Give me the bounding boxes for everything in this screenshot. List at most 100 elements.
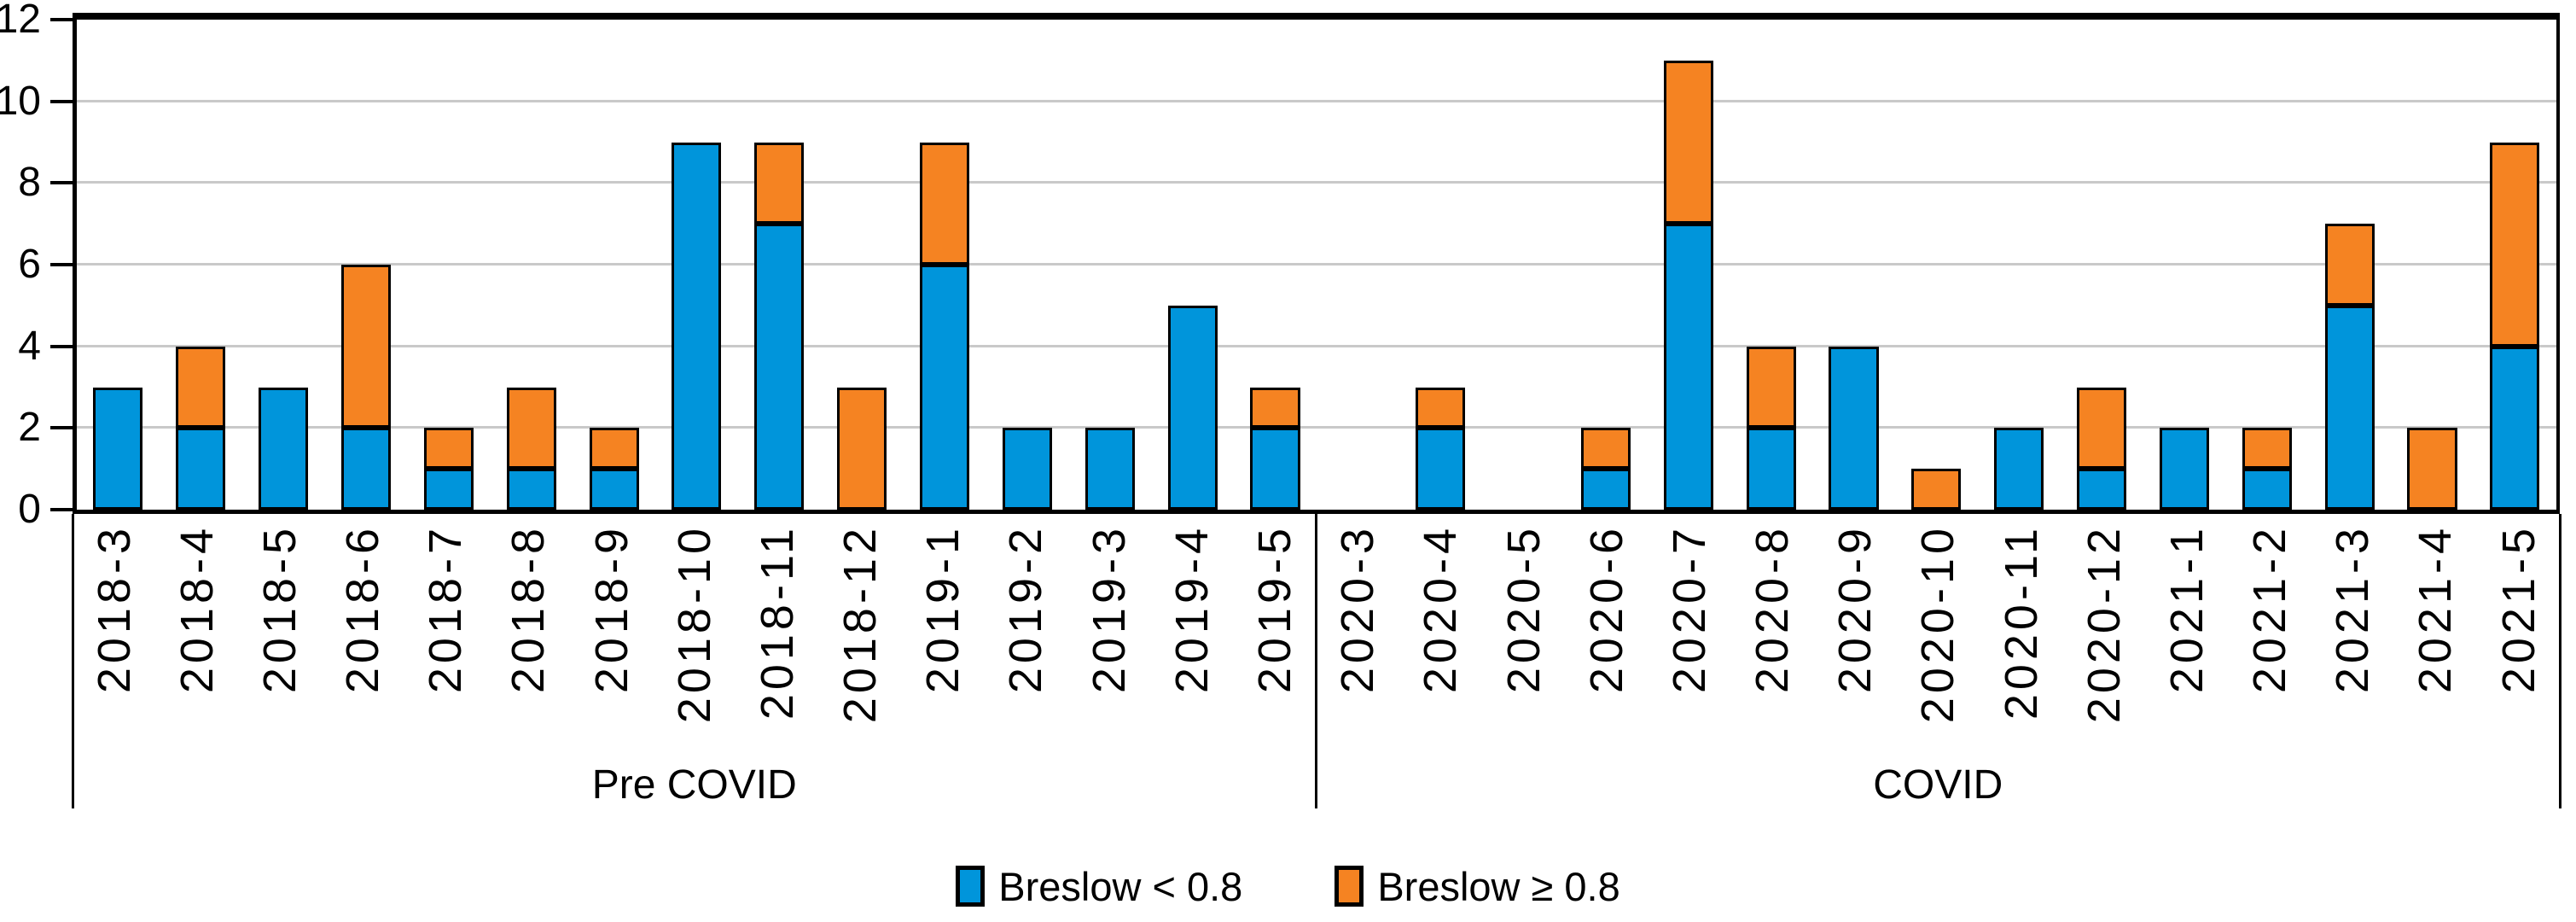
x-label-cell-2018-10: 2018-10 bbox=[653, 524, 736, 780]
bar-segment-2020-7 bbox=[1663, 60, 1713, 225]
y-tick-12 bbox=[50, 18, 73, 21]
x-label-cell-2018-12: 2018-12 bbox=[819, 524, 902, 780]
bar-segment-2019-3 bbox=[1084, 428, 1135, 510]
bar-segment-2018-4 bbox=[176, 428, 226, 510]
x-label-cell-2018-7: 2018-7 bbox=[404, 524, 487, 780]
group-separator-2 bbox=[2558, 514, 2561, 808]
y-tick-10 bbox=[50, 99, 73, 103]
category-slot-2021-5 bbox=[2474, 20, 2556, 510]
y-tick-4 bbox=[50, 344, 73, 348]
category-slot-2019-5 bbox=[1234, 20, 1317, 510]
bar-segment-2018-5 bbox=[259, 387, 309, 510]
bar-segment-2020-6 bbox=[1580, 469, 1631, 510]
bar-2018-7 bbox=[423, 20, 474, 510]
gridline-6 bbox=[77, 263, 2556, 266]
bar-2018-9 bbox=[589, 20, 639, 510]
bar-2019-3 bbox=[1084, 20, 1135, 510]
y-tick-label-6: 6 bbox=[18, 242, 41, 287]
legend-swatch bbox=[1335, 866, 1364, 907]
bar-segment-2021-2 bbox=[2242, 428, 2292, 470]
gridline-2 bbox=[77, 426, 2556, 429]
bar-2019-2 bbox=[1002, 20, 1052, 510]
bar-2021-2 bbox=[2242, 20, 2292, 510]
y-tick-0 bbox=[50, 508, 73, 511]
bar-segment-2018-11 bbox=[754, 224, 805, 510]
bar-2021-5 bbox=[2490, 20, 2540, 510]
x-label-cell-2018-5: 2018-5 bbox=[238, 524, 321, 780]
bar-2018-12 bbox=[837, 20, 887, 510]
x-label-2020-7: 2020-7 bbox=[1663, 524, 1715, 694]
category-slot-2019-4 bbox=[1151, 20, 1234, 510]
category-slot-2021-3 bbox=[2308, 20, 2391, 510]
bar-segment-2021-3 bbox=[2324, 224, 2375, 306]
x-label-2021-3: 2021-3 bbox=[2327, 524, 2379, 694]
x-label-2019-1: 2019-1 bbox=[917, 524, 969, 694]
bar-segment-2021-5 bbox=[2490, 346, 2540, 510]
bar-segment-2018-9 bbox=[589, 469, 639, 510]
bar-2018-3 bbox=[93, 20, 143, 510]
category-slot-2020-11 bbox=[1978, 20, 2061, 510]
bar-2018-5 bbox=[259, 20, 309, 510]
x-label-cell-2019-2: 2019-2 bbox=[985, 524, 1067, 780]
x-label-cell-2018-9: 2018-9 bbox=[570, 524, 653, 780]
category-slot-2020-8 bbox=[1730, 20, 1812, 510]
x-label-cell-2021-2: 2021-2 bbox=[2228, 524, 2311, 780]
bar-2021-4 bbox=[2407, 20, 2457, 510]
x-label-cell-2021-5: 2021-5 bbox=[2477, 524, 2560, 780]
bar-segment-2020-11 bbox=[1994, 428, 2044, 510]
category-slot-2020-7 bbox=[1647, 20, 1730, 510]
x-label-2019-3: 2019-3 bbox=[1083, 524, 1135, 694]
category-slot-2018-12 bbox=[821, 20, 904, 510]
category-slot-2019-2 bbox=[986, 20, 1068, 510]
y-tick-label-8: 8 bbox=[18, 160, 41, 206]
bar-segment-2019-2 bbox=[1002, 428, 1052, 510]
bar-2018-10 bbox=[672, 20, 722, 510]
plot-area: 0 2 4 6 8 10 12 bbox=[0, 0, 2560, 530]
bar-2021-1 bbox=[2159, 20, 2209, 510]
x-label-2020-6: 2020-6 bbox=[1580, 524, 1632, 694]
category-slot-2020-4 bbox=[1399, 20, 1482, 510]
bar-2019-4 bbox=[1167, 20, 1218, 510]
x-label-2019-5: 2019-5 bbox=[1248, 524, 1300, 694]
x-label-cell-2020-10: 2020-10 bbox=[1897, 524, 1980, 780]
bar-segment-2018-11 bbox=[754, 142, 805, 225]
bar-2020-9 bbox=[1829, 20, 1879, 510]
y-tick-label-2: 2 bbox=[18, 405, 41, 451]
x-label-cell-2020-6: 2020-6 bbox=[1565, 524, 1648, 780]
category-slot-2020-5 bbox=[1482, 20, 1565, 510]
bar-segment-2021-4 bbox=[2407, 428, 2457, 510]
bar-segment-2018-3 bbox=[93, 387, 143, 510]
x-label-2018-7: 2018-7 bbox=[420, 524, 472, 694]
x-label-cell-2019-1: 2019-1 bbox=[902, 524, 985, 780]
bar-segment-2020-4 bbox=[1416, 387, 1466, 429]
bar-2020-7 bbox=[1663, 20, 1713, 510]
x-label-2020-11: 2020-11 bbox=[1995, 524, 2047, 721]
category-slot-2019-3 bbox=[1068, 20, 1151, 510]
bar-segment-2018-6 bbox=[340, 428, 392, 510]
x-label-cell-2020-8: 2020-8 bbox=[1730, 524, 1813, 780]
legend-label: Breslow ≥ 0.8 bbox=[1377, 863, 1620, 909]
bar-segment-2020-7 bbox=[1663, 224, 1713, 510]
category-slot-2018-3 bbox=[77, 20, 160, 510]
x-label-2018-9: 2018-9 bbox=[585, 524, 637, 694]
category-slot-2018-11 bbox=[738, 20, 821, 510]
category-slot-2021-2 bbox=[2225, 20, 2308, 510]
x-label-2018-5: 2018-5 bbox=[253, 524, 305, 694]
bar-2019-1 bbox=[919, 20, 970, 510]
bar-segment-2019-4 bbox=[1167, 305, 1218, 510]
x-label-2018-6: 2018-6 bbox=[337, 524, 389, 694]
gridline-4 bbox=[77, 344, 2556, 347]
x-label-2020-5: 2020-5 bbox=[1497, 524, 1550, 694]
bar-segment-2018-7 bbox=[423, 428, 474, 470]
bar-segment-2018-6 bbox=[340, 265, 392, 429]
bar-2018-8 bbox=[506, 20, 556, 510]
x-label-cell-2018-3: 2018-3 bbox=[73, 524, 155, 780]
x-label-cell-2020-12: 2020-12 bbox=[2062, 524, 2145, 780]
legend-label: Breslow < 0.8 bbox=[998, 863, 1243, 909]
x-label-cell-2020-11: 2020-11 bbox=[1980, 524, 2062, 780]
x-label-2019-4: 2019-4 bbox=[1166, 524, 1218, 694]
category-slot-2018-6 bbox=[325, 20, 408, 510]
bar-2020-8 bbox=[1746, 20, 1796, 510]
bar-segment-2018-8 bbox=[506, 387, 556, 470]
category-slot-2020-6 bbox=[1564, 20, 1647, 510]
